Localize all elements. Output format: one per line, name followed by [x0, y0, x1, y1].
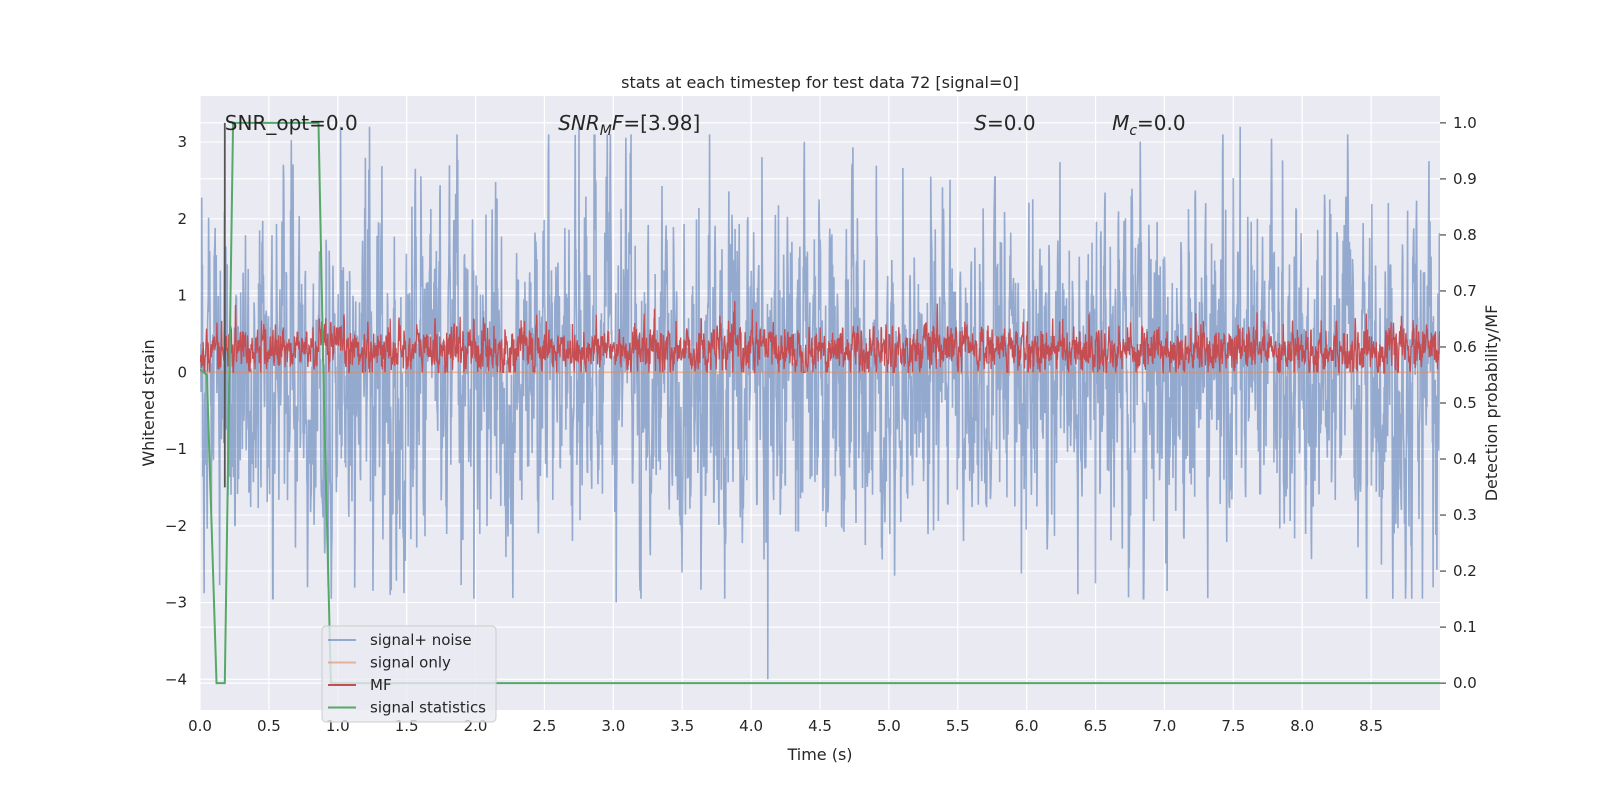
- legend: signal+ noise signal only MF signal statist…: [321, 625, 497, 723]
- y-tick-label: −3: [165, 594, 187, 612]
- chart-title: stats at each timestep for test data 72 …: [621, 73, 1019, 92]
- legend-label: signal statistics: [370, 699, 486, 717]
- x-axis-label: Time (s): [786, 745, 852, 764]
- y-tick-label: 3: [177, 133, 187, 151]
- axes: 0.0 0.5 1.0 1.5 2.0 2.5 3.0 3.5 4.0 4.5 5.0 5.5 6.0 6…: [165, 114, 1477, 735]
- x-tick-label: 6.0: [1015, 717, 1039, 735]
- right-y-tick-label: 0.0: [1453, 674, 1477, 692]
- x-tick-label: 8.0: [1290, 717, 1314, 735]
- x-tick-label: 8.5: [1359, 717, 1383, 735]
- x-tick-label: 7.0: [1153, 717, 1177, 735]
- right-y-tick-label: 0.4: [1453, 450, 1477, 468]
- x-tick-label: 6.5: [1084, 717, 1108, 735]
- series-signal-statistics-line: [200, 121, 1440, 685]
- x-tick-label: 7.5: [1221, 717, 1245, 735]
- right-y-tick-label: 0.2: [1453, 562, 1477, 580]
- x-tick-label: 3.5: [670, 717, 694, 735]
- x-tick-label: 5.5: [946, 717, 970, 735]
- right-y-tick-label: 0.5: [1453, 394, 1477, 412]
- legend-label: signal+ noise: [370, 631, 472, 649]
- legend-box: [321, 625, 497, 723]
- legend-label: MF: [370, 676, 392, 694]
- right-y-tick-label: 0.9: [1453, 170, 1477, 188]
- y-tick-label: −2: [165, 517, 187, 535]
- y-tick-label: 2: [177, 210, 187, 228]
- x-tick-label: 3.0: [601, 717, 625, 735]
- y-tick-label: 0: [177, 363, 187, 381]
- x-tick-label: 5.0: [877, 717, 901, 735]
- x-tick-label: 4.5: [808, 717, 832, 735]
- right-y-tick-label: 0.3: [1453, 506, 1477, 524]
- x-tick-label: 4.0: [739, 717, 763, 735]
- right-y-tick-label: 1.0: [1453, 114, 1477, 132]
- y-tick-label: 1: [177, 287, 187, 305]
- right-y-axis-label: Detection probability/MF: [1482, 305, 1501, 502]
- series-mf-line: [200, 300, 1440, 375]
- legend-label: signal only: [370, 654, 451, 672]
- annotation-text: Mc=0.0: [1112, 111, 1186, 139]
- right-y-tick-label: 0.6: [1453, 338, 1477, 356]
- right-y-tick-label: 0.8: [1453, 226, 1477, 244]
- annotations: SNR_opt=0.0 SNRMF=[3.98] S=0.0 Mc=0.0: [225, 111, 1186, 139]
- y-tick-label: −4: [165, 670, 187, 688]
- annotation-text: S=0.0: [974, 111, 1035, 135]
- x-tick-label: 0.5: [257, 717, 281, 735]
- y-tick-label: −1: [165, 440, 187, 458]
- annotation-text: SNRMF=[3.98]: [558, 111, 700, 139]
- x-tick-label: 0.0: [188, 717, 212, 735]
- x-tick-label: 2.5: [533, 717, 557, 735]
- right-y-tick-label: 0.7: [1453, 282, 1477, 300]
- y-axis-label: Whitened strain: [139, 339, 158, 466]
- annotation-text: SNR_opt=0.0: [225, 111, 358, 135]
- series-layer: [200, 121, 1440, 685]
- right-y-tick-label: 0.1: [1453, 618, 1477, 636]
